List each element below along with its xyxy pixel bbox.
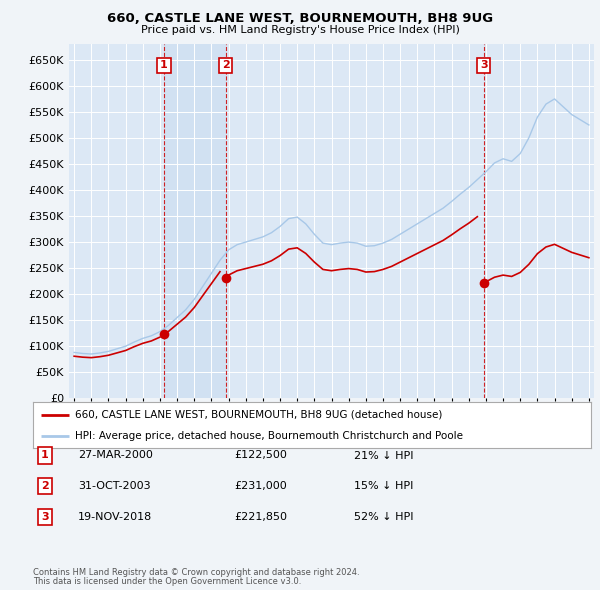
Text: Price paid vs. HM Land Registry's House Price Index (HPI): Price paid vs. HM Land Registry's House … (140, 25, 460, 35)
Text: 27-MAR-2000: 27-MAR-2000 (78, 451, 153, 460)
Text: 2: 2 (41, 481, 49, 491)
Text: £221,850: £221,850 (234, 512, 287, 522)
Text: 660, CASTLE LANE WEST, BOURNEMOUTH, BH8 9UG (detached house): 660, CASTLE LANE WEST, BOURNEMOUTH, BH8 … (75, 410, 442, 420)
Text: HPI: Average price, detached house, Bournemouth Christchurch and Poole: HPI: Average price, detached house, Bour… (75, 431, 463, 441)
Text: £122,500: £122,500 (234, 451, 287, 460)
Bar (164, 44, 226, 398)
Text: 52% ↓ HPI: 52% ↓ HPI (354, 512, 413, 522)
Text: £231,000: £231,000 (234, 481, 287, 491)
Text: 2: 2 (222, 61, 230, 70)
Text: 19-NOV-2018: 19-NOV-2018 (78, 512, 152, 522)
Text: 21% ↓ HPI: 21% ↓ HPI (354, 451, 413, 460)
Text: 3: 3 (480, 61, 488, 70)
Text: 1: 1 (160, 61, 168, 70)
Text: 15% ↓ HPI: 15% ↓ HPI (354, 481, 413, 491)
Text: Contains HM Land Registry data © Crown copyright and database right 2024.: Contains HM Land Registry data © Crown c… (33, 568, 359, 577)
Text: 660, CASTLE LANE WEST, BOURNEMOUTH, BH8 9UG: 660, CASTLE LANE WEST, BOURNEMOUTH, BH8 … (107, 12, 493, 25)
Text: 31-OCT-2003: 31-OCT-2003 (78, 481, 151, 491)
Text: This data is licensed under the Open Government Licence v3.0.: This data is licensed under the Open Gov… (33, 578, 301, 586)
Text: 3: 3 (41, 512, 49, 522)
Text: 1: 1 (41, 451, 49, 460)
